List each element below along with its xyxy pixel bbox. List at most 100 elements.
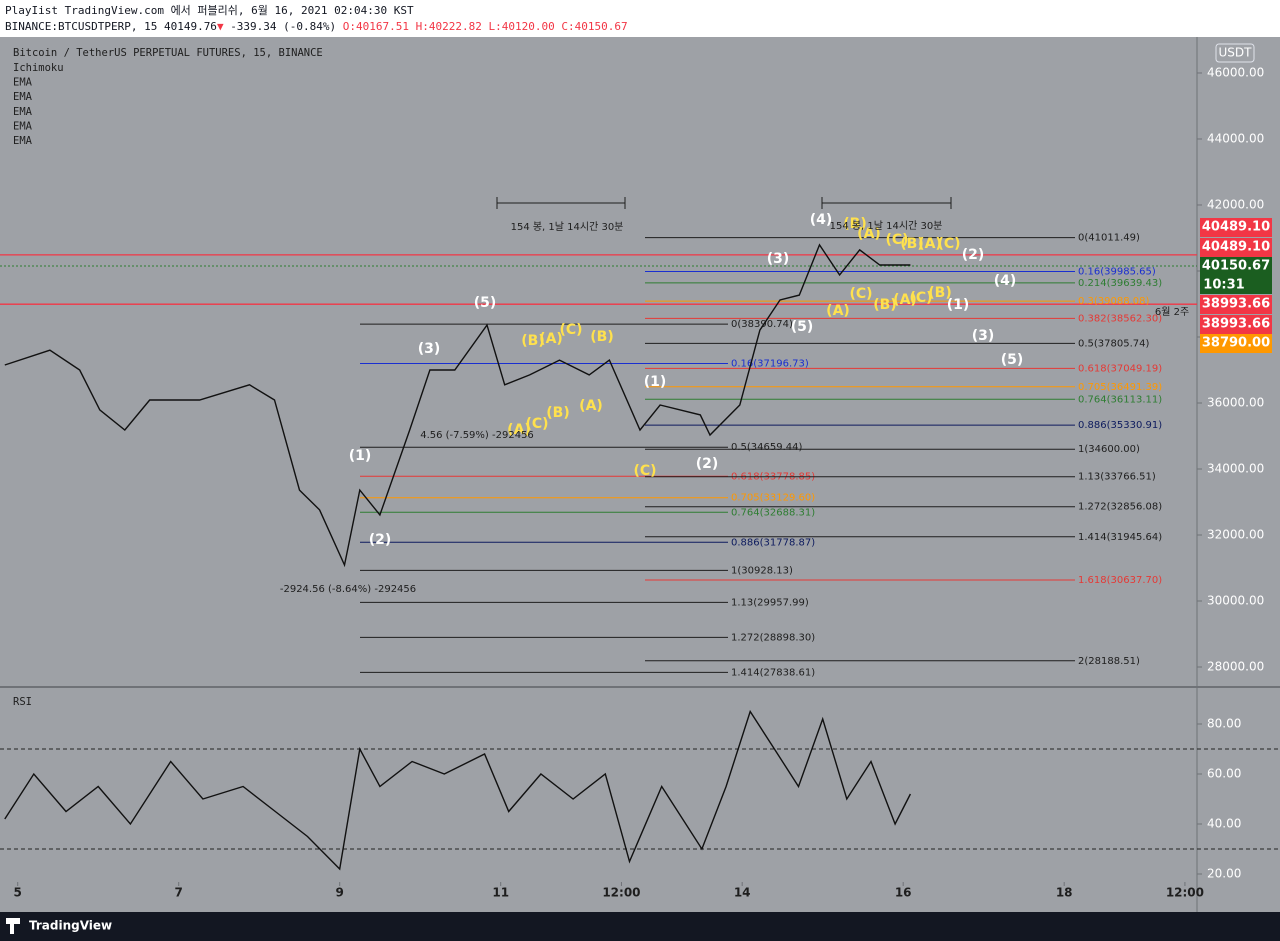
wave-label: (A) — [918, 236, 942, 252]
fib-label: 0.382(38562.30) — [1078, 313, 1162, 324]
wave-label: (C) — [559, 322, 582, 338]
symbol-line: BINANCE:BTCUSDTPERP, 15 40149.76▼ -339.3… — [5, 20, 628, 33]
annotation: -2924.56 (-8.64%) -292456 — [280, 584, 416, 595]
annotation: 154 봉, 1날 14시간 30분 — [830, 220, 943, 232]
legend-indicator: EMA — [13, 77, 33, 89]
y-tick-label: 36000.00 — [1207, 395, 1264, 409]
y-tick-label: 28000.00 — [1207, 659, 1264, 673]
fib-label: 0.16(39985.65) — [1078, 266, 1156, 277]
price-badge — [1200, 295, 1272, 314]
fib-label: 0.764(32688.31) — [731, 507, 815, 518]
wave-label: (B) — [546, 405, 569, 421]
fib-label: 0.16(37196.73) — [731, 358, 809, 369]
wave-label: (4) — [810, 212, 833, 228]
price-badge-label: 40489.10 — [1202, 220, 1270, 235]
wave-label: (2) — [962, 247, 985, 263]
wave-label: (B) — [521, 333, 544, 349]
publisher: PlayIist TradingView.com 에서 퍼블리쉬, 6월 16,… — [5, 4, 414, 17]
fib-label: 0.5(34659.44) — [731, 442, 803, 453]
fib-label: 0(38390.74) — [731, 319, 793, 330]
change-arrow: ▼ — [217, 20, 224, 33]
x-tick-label: 5 — [14, 886, 22, 900]
x-tick-label: 9 — [336, 886, 344, 900]
price-badge — [1200, 334, 1272, 353]
currency-box[interactable] — [1215, 43, 1255, 63]
price-badge — [1200, 238, 1272, 257]
legend-indicator: EMA — [13, 106, 33, 118]
fib-label: 1(34600.00) — [1078, 444, 1140, 455]
price-badge-label: 40489.10 — [1202, 240, 1270, 255]
y-tick-label: 40.00 — [1207, 817, 1241, 831]
wave-label: (C) — [937, 236, 960, 252]
y-tick-label: 32000.00 — [1207, 527, 1264, 541]
fib-label: 1.414(31945.64) — [1078, 532, 1162, 543]
wave-label: (1) — [947, 297, 970, 313]
fib-label: 1.13(29957.99) — [731, 597, 809, 608]
wave-label: (C) — [633, 463, 656, 479]
wave-label: (B) — [873, 297, 896, 313]
x-tick-label: 7 — [175, 886, 183, 900]
wave-label: (C) — [525, 416, 548, 432]
x-tick-label: 18 — [1056, 886, 1073, 900]
y-tick-label: 30000.00 — [1207, 593, 1264, 607]
wave-label: (3) — [972, 328, 995, 344]
fib-label: 0.3(39088.08) — [1078, 296, 1150, 307]
fib-label: 1.272(32856.08) — [1078, 502, 1162, 513]
wave-label: (1) — [349, 448, 372, 464]
wave-label: (4) — [994, 273, 1017, 289]
wave-label: (C) — [885, 232, 908, 248]
annotation: 4.56 (-7.59%) -292456 — [420, 430, 534, 441]
footer-bg — [0, 912, 1280, 941]
x-tick-label: 16 — [895, 886, 912, 900]
price-badge-label: 40150.67 — [1202, 259, 1270, 274]
price-badge — [1200, 257, 1272, 276]
x-tick-label: 11 — [492, 886, 509, 900]
footer-brand[interactable]: TradingView — [29, 919, 112, 933]
legend-indicator: Ichimoku — [13, 62, 64, 74]
price-badge — [1200, 315, 1272, 334]
wave-label: (2) — [696, 456, 719, 472]
wave-label: (2) — [369, 532, 392, 548]
x-tick-label: 14 — [734, 886, 751, 900]
wave-label: (C) — [909, 290, 932, 306]
wave-label: (1) — [644, 374, 667, 390]
fib-label: 0(41011.49) — [1078, 233, 1140, 244]
y-tick-label: 20.00 — [1207, 867, 1241, 881]
ohlc-high: H:40222.82 — [416, 20, 482, 33]
wave-label: (B) — [928, 285, 951, 301]
wave-label: (B) — [843, 216, 866, 232]
currency[interactable]: USDT — [1219, 46, 1253, 60]
fib-label: 0.705(33129.60) — [731, 493, 815, 504]
x-tick-label: 12:00 — [602, 886, 640, 900]
wave-label: (A) — [507, 422, 531, 438]
wave-label: (3) — [767, 251, 790, 267]
wave-label: (A) — [893, 292, 917, 308]
wave-label: (5) — [474, 295, 497, 311]
fib-label: 0.618(37049.19) — [1078, 363, 1162, 374]
wave-label: (A) — [826, 303, 850, 319]
legend-indicator: EMA — [13, 91, 33, 103]
x-tick-label: 12:00 — [1166, 886, 1204, 900]
last-price: 40149.76 — [164, 20, 217, 33]
wave-label: (B) — [900, 236, 923, 252]
fib-label: 1.618(30637.70) — [1078, 575, 1162, 586]
ohlc-close: C:40150.67 — [561, 20, 627, 33]
legend-indicator: EMA — [13, 120, 33, 132]
chart-bg — [0, 37, 1280, 912]
y-tick-label: 80.00 — [1207, 717, 1241, 731]
fib-label: 0.764(36113.11) — [1078, 394, 1162, 405]
wave-label: (3) — [418, 341, 441, 357]
wave-label: (A) — [539, 331, 563, 347]
annotation: 6월 2주 — [1155, 306, 1189, 318]
fib-label: 0.214(39639.43) — [1078, 278, 1162, 289]
ohlc-low: L:40120.00 — [489, 20, 555, 33]
legend-indicator: EMA — [13, 135, 33, 147]
legend-title: Bitcoin / TetherUS PERPETUAL FUTURES, 15… — [13, 47, 323, 59]
y-tick-label: 42000.00 — [1207, 197, 1264, 211]
rsi-title: RSI — [13, 696, 32, 708]
y-tick-label: 60.00 — [1207, 767, 1241, 781]
y-tick-label: 34000.00 — [1207, 461, 1264, 475]
countdown-bg — [1200, 276, 1272, 294]
y-tick-label: 46000.00 — [1207, 65, 1264, 79]
ohlc-open: O:40167.51 — [343, 20, 409, 33]
